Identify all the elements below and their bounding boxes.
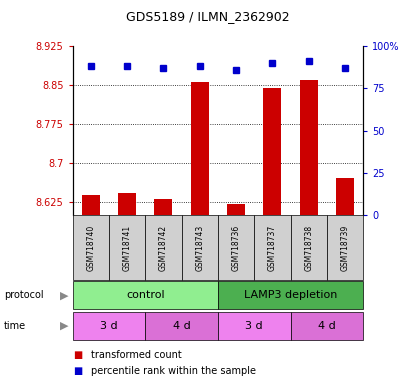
Text: ▶: ▶: [60, 321, 68, 331]
Text: ▶: ▶: [60, 290, 68, 300]
Text: protocol: protocol: [4, 290, 44, 300]
Bar: [218, 281, 363, 309]
Bar: [73, 312, 145, 340]
Bar: [336, 178, 354, 215]
Bar: [218, 312, 290, 340]
Bar: [181, 215, 218, 280]
Text: GDS5189 / ILMN_2362902: GDS5189 / ILMN_2362902: [126, 10, 289, 23]
Text: GSM718739: GSM718739: [340, 225, 349, 271]
Bar: [109, 215, 145, 280]
Bar: [82, 195, 100, 215]
Bar: [327, 215, 363, 280]
Bar: [263, 88, 281, 215]
Bar: [254, 215, 290, 280]
Text: GSM718740: GSM718740: [86, 225, 95, 271]
Bar: [73, 281, 218, 309]
Bar: [145, 312, 218, 340]
Bar: [300, 80, 318, 215]
Bar: [73, 215, 109, 280]
Text: 3 d: 3 d: [245, 321, 263, 331]
Text: 4 d: 4 d: [318, 321, 336, 331]
Bar: [227, 204, 245, 215]
Bar: [190, 83, 209, 215]
Text: ■: ■: [73, 366, 82, 376]
Bar: [154, 199, 173, 215]
Text: GSM718736: GSM718736: [232, 225, 241, 271]
Text: 3 d: 3 d: [100, 321, 118, 331]
Text: control: control: [126, 290, 165, 300]
Bar: [218, 215, 254, 280]
Text: GSM718741: GSM718741: [122, 225, 132, 271]
Text: GSM718742: GSM718742: [159, 225, 168, 271]
Bar: [290, 312, 363, 340]
Text: GSM718737: GSM718737: [268, 225, 277, 271]
Text: ■: ■: [73, 350, 82, 360]
Text: percentile rank within the sample: percentile rank within the sample: [91, 366, 256, 376]
Bar: [118, 193, 136, 215]
Text: 4 d: 4 d: [173, 321, 190, 331]
Text: LAMP3 depletion: LAMP3 depletion: [244, 290, 337, 300]
Text: GSM718738: GSM718738: [304, 225, 313, 271]
Bar: [290, 215, 327, 280]
Text: GSM718743: GSM718743: [195, 225, 204, 271]
Bar: [145, 215, 181, 280]
Text: time: time: [4, 321, 26, 331]
Text: transformed count: transformed count: [91, 350, 182, 360]
